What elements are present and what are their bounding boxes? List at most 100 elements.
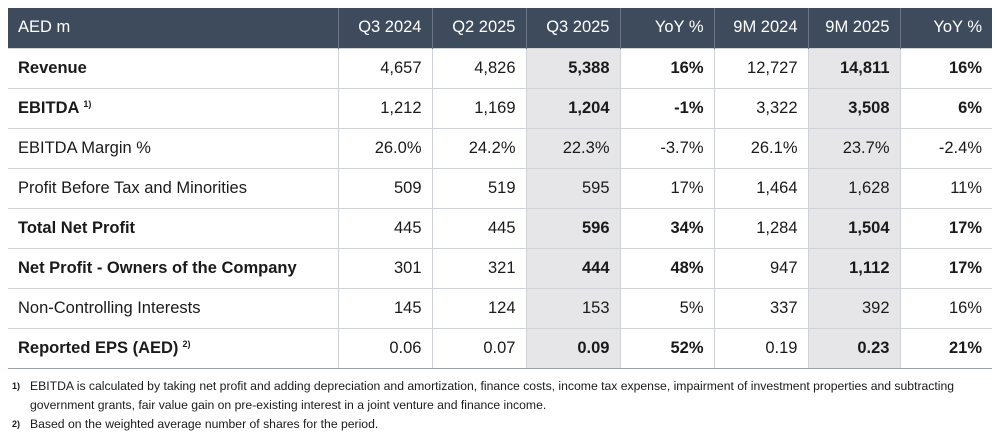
column-header: YoY % [900, 8, 992, 48]
cell: 519 [432, 167, 527, 208]
table-row: Reported EPS (AED) 2) 0.06 0.07 0.09 52% 0.19 0… [8, 327, 992, 369]
results-table: AED m Q3 2024 Q2 2025 Q3 2025 YoY % 9M 2024 9M… [8, 8, 992, 369]
cell: -1% [620, 87, 715, 128]
cell: 1,212 [338, 87, 433, 128]
table-row: EBITDA 1) 1,212 1,169 1,204 -1% 3,322 3,508 6% [8, 87, 992, 128]
cell: 337 [714, 287, 809, 328]
footnotes: 1) EBITDA is calculated by taking net pro… [12, 377, 992, 434]
cell: 1,628 [808, 167, 901, 208]
row-label-text: Non-Controlling Interests [18, 298, 201, 317]
cell: -3.7% [620, 127, 715, 168]
cell: 17% [900, 247, 992, 288]
footnote-mark: 1) [12, 381, 21, 391]
cell: 1,504 [808, 207, 901, 248]
cell: 11% [900, 167, 992, 208]
cell: 445 [432, 207, 527, 248]
table-row: Profit Before Tax and Minorities 509 519 59… [8, 167, 992, 208]
row-label-text: Reported EPS (AED) [18, 338, 179, 357]
cell: 3,322 [714, 87, 809, 128]
cell: 153 [526, 287, 621, 328]
cell: 14,811 [808, 47, 901, 88]
row-label: Total Net Profit [8, 207, 339, 248]
cell: 5,388 [526, 47, 621, 88]
row-label-text: Revenue [18, 58, 87, 77]
cell: 5% [620, 287, 715, 328]
cell: 1,204 [526, 87, 621, 128]
row-label-text: EBITDA Margin % [18, 138, 151, 157]
cell: 0.23 [808, 327, 901, 369]
cell: 509 [338, 167, 433, 208]
cell: 48% [620, 247, 715, 288]
cell: 17% [900, 207, 992, 248]
table-row: Net Profit - Owners of the Company 301 321… [8, 247, 992, 288]
footnote-ref: 1) [83, 98, 92, 109]
footnote-text: Based on the weighted average number of … [30, 417, 379, 431]
cell: 26.1% [714, 127, 809, 168]
cell: 4,657 [338, 47, 433, 88]
cell: 6% [900, 87, 992, 128]
cell: 444 [526, 247, 621, 288]
cell: 0.06 [338, 327, 433, 369]
column-header: Q2 2025 [432, 8, 527, 48]
column-header: 9M 2024 [714, 8, 809, 48]
cell: 321 [432, 247, 527, 288]
footnote: 2) Based on the weighted average number o… [12, 415, 992, 434]
row-label-text: EBITDA [18, 98, 80, 117]
cell: 1,112 [808, 247, 901, 288]
column-header: YoY % [620, 8, 715, 48]
header-row: AED m Q3 2024 Q2 2025 Q3 2025 YoY % 9M 2024 9M… [8, 8, 992, 48]
row-label: EBITDA 1) [8, 87, 339, 128]
cell: 24.2% [432, 127, 527, 168]
column-header: Q3 2025 [526, 8, 621, 48]
cell: 4,826 [432, 47, 527, 88]
cell: 145 [338, 287, 433, 328]
table-row: EBITDA Margin % 26.0% 24.2% 22.3% -3.7% 26.1%… [8, 127, 992, 168]
cell: 16% [620, 47, 715, 88]
row-label-text: Net Profit - Owners of the Company [18, 258, 297, 277]
cell: 52% [620, 327, 715, 369]
row-label: EBITDA Margin % [8, 127, 339, 168]
cell: 1,464 [714, 167, 809, 208]
column-header: AED m [8, 8, 339, 48]
cell: 26.0% [338, 127, 433, 168]
row-label-text: Total Net Profit [18, 218, 136, 237]
table-body: Revenue 4,657 4,826 5,388 16% 12,727 14,811 16%… [8, 47, 992, 369]
cell: 21% [900, 327, 992, 369]
cell: 0.19 [714, 327, 809, 369]
cell: 596 [526, 207, 621, 248]
cell: 0.07 [432, 327, 527, 369]
cell: 23.7% [808, 127, 901, 168]
footnote: 1) EBITDA is calculated by taking net pro… [12, 377, 992, 415]
cell: 124 [432, 287, 527, 328]
row-label: Non-Controlling Interests [8, 287, 339, 328]
cell: 1,284 [714, 207, 809, 248]
column-header: 9M 2025 [808, 8, 901, 48]
table-row: Non-Controlling Interests 145 124 153 5% 337 3… [8, 287, 992, 328]
footnote-text: EBITDA is calculated by taking net profi… [30, 379, 955, 412]
cell: 0.09 [526, 327, 621, 369]
cell: 301 [338, 247, 433, 288]
cell: 17% [620, 167, 715, 208]
footnote-ref: 2) [182, 338, 191, 349]
row-label: Revenue [8, 47, 339, 88]
cell: 34% [620, 207, 715, 248]
row-label: Profit Before Tax and Minorities [8, 167, 339, 208]
cell: 392 [808, 287, 901, 328]
table-row: Revenue 4,657 4,826 5,388 16% 12,727 14,811 16% [8, 47, 992, 88]
cell: 947 [714, 247, 809, 288]
cell: 16% [900, 47, 992, 88]
row-label: Net Profit - Owners of the Company [8, 247, 339, 288]
cell: -2.4% [900, 127, 992, 168]
cell: 595 [526, 167, 621, 208]
column-header: Q3 2024 [338, 8, 433, 48]
cell: 445 [338, 207, 433, 248]
cell: 16% [900, 287, 992, 328]
footnote-mark: 2) [12, 419, 21, 429]
row-label-text: Profit Before Tax and Minorities [18, 178, 247, 197]
row-label: Reported EPS (AED) 2) [8, 327, 339, 369]
cell: 12,727 [714, 47, 809, 88]
cell: 1,169 [432, 87, 527, 128]
cell: 22.3% [526, 127, 621, 168]
table-row: Total Net Profit 445 445 596 34% 1,284 1,504 17… [8, 207, 992, 248]
